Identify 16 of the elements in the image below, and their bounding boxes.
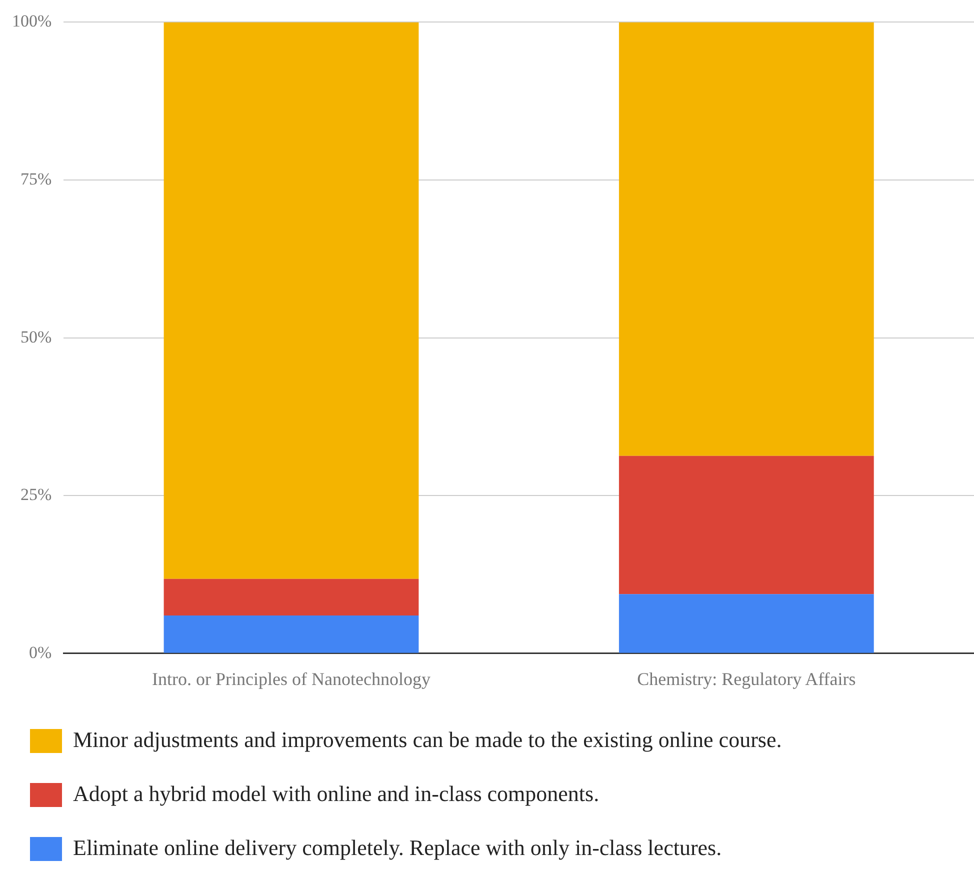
- bar: [164, 578, 419, 616]
- y-tick-label: 0%: [28, 642, 52, 662]
- y-tick-label: 75%: [20, 169, 52, 188]
- x-tick-label: Intro. or Principles of Nanotechnology: [152, 668, 430, 689]
- y-tick-label: 50%: [20, 327, 52, 346]
- bar: [618, 594, 874, 653]
- y-tick-label: 25%: [20, 485, 52, 504]
- x-tick-label: Chemistry: Regulatory Affairs: [637, 668, 856, 689]
- bar: [618, 22, 874, 456]
- bar: [618, 456, 874, 594]
- legend-label: Minor adjustments and improvements can be made to the existing online course.: [73, 726, 782, 752]
- legend-label: Adopt a hybrid model with online and in-class components.: [73, 780, 600, 806]
- bar: [164, 22, 419, 579]
- legend-label: Eliminate online delivery completely. Replace with only in-class lectures.: [73, 834, 722, 860]
- bar: [164, 616, 419, 653]
- y-tick-label: 100%: [12, 12, 52, 31]
